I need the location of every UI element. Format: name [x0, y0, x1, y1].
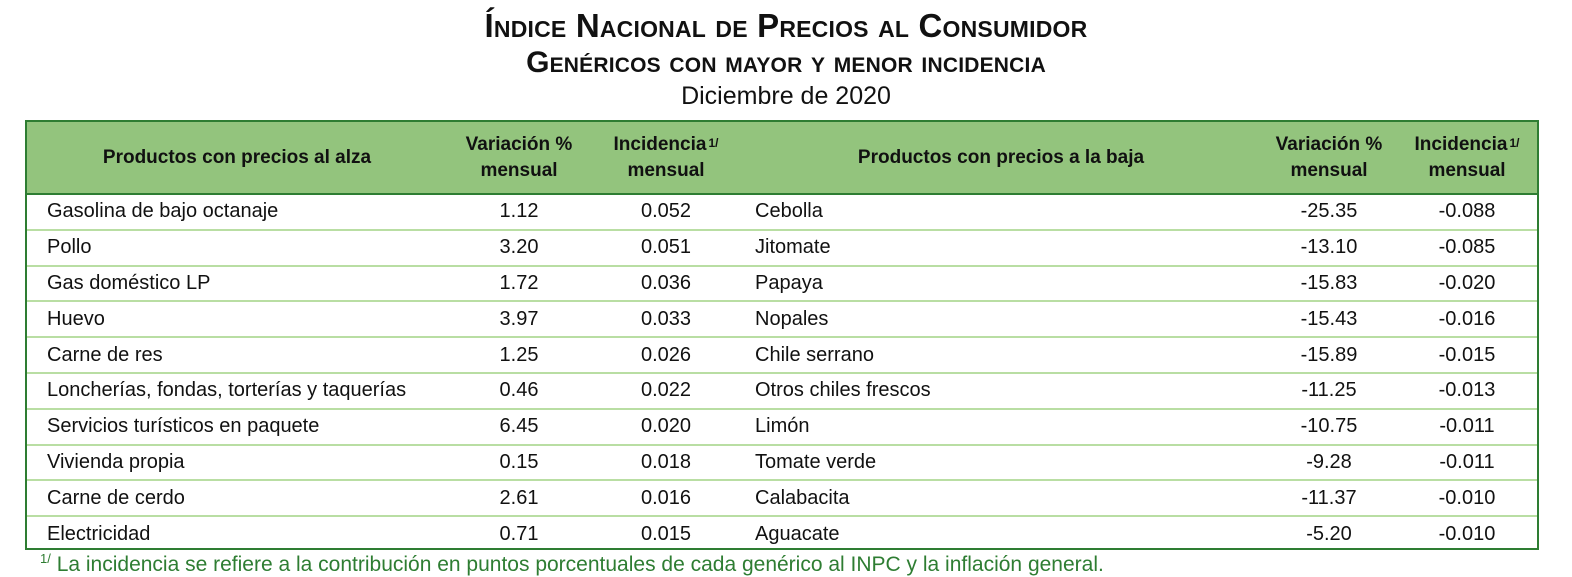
up-incidence-cell: 0.020	[591, 408, 741, 446]
table-row: Loncherías, fondas, torterías y taquería…	[27, 372, 1537, 410]
down-product-cell: Jitomate	[741, 229, 1261, 267]
down-incidence-cell: -0.011	[1397, 444, 1537, 482]
table-row: Carne de cerdo 2.61 0.016 Calabacita -11…	[27, 480, 1537, 518]
down-variation-cell: -9.28	[1261, 444, 1397, 482]
down-product-cell: Papaya	[741, 265, 1261, 303]
footnote-text: La incidencia se refiere a la contribuci…	[56, 553, 1104, 576]
up-incidence-cell: 0.033	[591, 301, 741, 339]
down-incidence-cell: -0.011	[1397, 408, 1537, 446]
down-incidence-cell: -0.010	[1438, 523, 1496, 546]
down-product-cell: Otros chiles frescos	[741, 372, 1261, 410]
header-up-incidence-line2: mensual	[627, 159, 705, 181]
header-up-products: Productos con precios al alza	[27, 122, 447, 195]
up-product-cell: Gasolina de bajo octanaje	[27, 194, 447, 231]
down-incidence-cell: -0.016	[1397, 301, 1537, 339]
down-variation-cell: -11.25	[1261, 372, 1397, 410]
header-up-incidence-sup: 1/	[708, 135, 719, 150]
header-down-incidence: Incidencia 1/ mensual	[1397, 122, 1537, 195]
up-incidence-cell: 0.018	[591, 444, 741, 482]
report-subtitle: Genéricos con mayor y menor incidencia	[526, 46, 1046, 79]
down-incidence-cell: -0.010	[1397, 480, 1537, 518]
up-incidence-cell: 0.015	[640, 523, 692, 546]
header-up-variation-line2: mensual	[480, 159, 558, 181]
down-incidence-cell: -0.015	[1397, 337, 1537, 374]
table-row: Carne de res 1.25 0.026 Chile serrano -1…	[27, 337, 1537, 374]
down-product-cell: Chile serrano	[741, 337, 1261, 374]
title-block: Índice Nacional de Precios al Consumidor…	[0, 6, 1572, 111]
incidence-table: Productos con precios al alza Variación …	[25, 120, 1539, 550]
down-incidence-cell: -0.013	[1397, 372, 1537, 410]
report-title: Índice Nacional de Precios al Consumidor	[484, 7, 1088, 44]
table-row: Electricidad 0.71 0.015 Aguacate -5.20 -…	[27, 516, 1537, 548]
footnote: 1/ La incidencia se refiere a la contrib…	[40, 551, 1104, 577]
down-product-cell: Aguacate	[755, 523, 840, 546]
down-variation-cell: -11.37	[1261, 480, 1397, 518]
down-incidence-cell: -0.020	[1397, 265, 1537, 303]
table-row: Huevo 3.97 0.033 Nopales -15.43 -0.016	[27, 301, 1537, 339]
up-product-cell: Electricidad	[47, 523, 151, 546]
header-down-variation-line1: Variación %	[1275, 133, 1383, 155]
up-variation-cell: 0.46	[447, 372, 591, 410]
down-variation-cell: -15.43	[1261, 301, 1397, 339]
down-product-cell: Calabacita	[741, 480, 1261, 518]
table-header-row: Productos con precios al alza Variación …	[27, 122, 1537, 195]
header-up-incidence-line1: Incidencia	[613, 133, 707, 155]
header-down-incidence-sup: 1/	[1509, 135, 1520, 150]
table-row: Servicios turísticos en paquete 6.45 0.0…	[27, 408, 1537, 446]
up-incidence-cell: 0.016	[591, 480, 741, 518]
down-product-cell: Tomate verde	[741, 444, 1261, 482]
up-variation-cell: 1.25	[447, 337, 591, 374]
up-incidence-cell: 0.036	[591, 265, 741, 303]
up-variation-cell: 2.61	[447, 480, 591, 518]
down-incidence-cell: -0.085	[1397, 229, 1537, 267]
down-product-cell: Cebolla	[741, 194, 1261, 231]
up-variation-cell: 1.12	[447, 194, 591, 231]
header-up-variation-line1: Variación %	[465, 133, 573, 155]
table-row: Gas doméstico LP 1.72 0.036 Papaya -15.8…	[27, 265, 1537, 303]
table-row: Vivienda propia 0.15 0.018 Tomate verde …	[27, 444, 1537, 482]
header-up-incidence: Incidencia 1/ mensual	[591, 122, 741, 195]
up-product-cell: Gas doméstico LP	[27, 265, 447, 303]
table-row: Gasolina de bajo octanaje 1.12 0.052 Ceb…	[27, 194, 1537, 231]
up-variation-cell: 6.45	[447, 408, 591, 446]
up-product-cell: Vivienda propia	[27, 444, 447, 482]
down-variation-cell: -10.75	[1261, 408, 1397, 446]
up-product-cell: Servicios turísticos en paquete	[27, 408, 447, 446]
header-up-variation: Variación % mensual	[447, 122, 591, 195]
up-variation-cell: 1.72	[447, 265, 591, 303]
down-variation-cell: -5.20	[1306, 523, 1352, 546]
header-down-variation: Variación % mensual	[1261, 122, 1397, 195]
down-incidence-cell: -0.088	[1397, 194, 1537, 231]
down-product-cell: Nopales	[741, 301, 1261, 339]
up-incidence-cell: 0.052	[591, 194, 741, 231]
up-variation-cell: 3.20	[447, 229, 591, 267]
up-variation-cell: 0.71	[499, 523, 539, 546]
up-product-cell: Carne de res	[27, 337, 447, 374]
up-product-cell: Carne de cerdo	[27, 480, 447, 518]
up-product-cell: Huevo	[27, 301, 447, 339]
up-product-cell: Loncherías, fondas, torterías y taquería…	[27, 372, 447, 410]
header-down-variation-line2: mensual	[1290, 159, 1368, 181]
up-variation-cell: 0.15	[447, 444, 591, 482]
down-variation-cell: -13.10	[1261, 229, 1397, 267]
header-down-incidence-line2: mensual	[1428, 159, 1506, 181]
up-incidence-cell: 0.026	[591, 337, 741, 374]
down-variation-cell: -15.89	[1261, 337, 1397, 374]
data-table: Productos con precios al alza Variación …	[27, 122, 1537, 548]
report-period: Diciembre de 2020	[681, 82, 891, 110]
up-incidence-cell: 0.051	[591, 229, 741, 267]
header-down-incidence-line1: Incidencia	[1414, 133, 1508, 155]
down-variation-cell: -25.35	[1261, 194, 1397, 231]
footnote-marker: 1/	[40, 551, 51, 566]
down-variation-cell: -15.83	[1261, 265, 1397, 303]
up-variation-cell: 3.97	[447, 301, 591, 339]
up-incidence-cell: 0.022	[591, 372, 741, 410]
header-down-products: Productos con precios a la baja	[741, 122, 1261, 195]
up-product-cell: Pollo	[27, 229, 447, 267]
down-product-cell: Limón	[741, 408, 1261, 446]
table-row: Pollo 3.20 0.051 Jitomate -13.10 -0.085	[27, 229, 1537, 267]
